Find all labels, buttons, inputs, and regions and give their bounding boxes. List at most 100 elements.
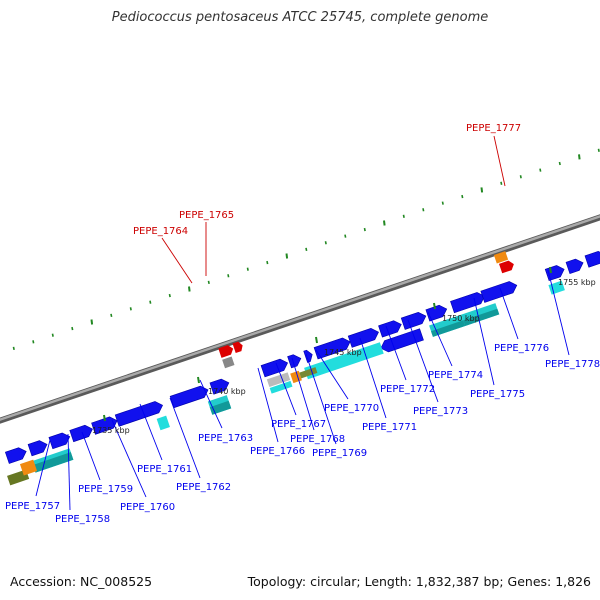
track-tick <box>597 148 600 152</box>
gene-leader-line <box>473 297 495 386</box>
gene-label[interactable]: PEPE_1770 <box>324 403 379 414</box>
gene-leader-line <box>199 379 223 429</box>
track-tick <box>344 234 347 238</box>
gene-box[interactable] <box>548 280 565 295</box>
track-tick <box>285 253 289 259</box>
gene-arrow[interactable] <box>69 423 95 443</box>
gene-leader-line <box>139 403 163 461</box>
gene-leader-line <box>111 419 147 498</box>
track-tick <box>227 274 230 278</box>
gene-leader-line <box>407 319 439 403</box>
gene-label[interactable]: PEPE_1769 <box>312 448 367 459</box>
track-tick <box>207 280 210 285</box>
gene-leader-line <box>359 337 387 419</box>
gene-box[interactable] <box>493 251 509 264</box>
gene-label[interactable]: PEPE_1773 <box>413 406 468 417</box>
gene-box[interactable] <box>463 308 500 326</box>
gene-label[interactable]: PEPE_1764 <box>133 226 188 237</box>
gene-label[interactable]: PEPE_1768 <box>290 434 345 445</box>
gene-arrow[interactable] <box>4 446 28 464</box>
rna-gene[interactable] <box>218 344 234 358</box>
gene-arrow[interactable] <box>480 280 519 303</box>
gene-label[interactable]: PEPE_1765 <box>179 210 234 221</box>
track-tick <box>363 227 366 232</box>
gene-box[interactable] <box>515 259 524 266</box>
rna-gene[interactable] <box>232 341 245 354</box>
scale-tick-mark <box>315 336 318 344</box>
gene-label[interactable]: PEPE_1763 <box>198 433 253 444</box>
gene-arrow[interactable] <box>114 400 164 427</box>
gene-arrow[interactable] <box>425 303 449 322</box>
gene-label[interactable]: PEPE_1762 <box>176 482 231 493</box>
gene-arrow[interactable] <box>347 326 380 348</box>
gene-leader-line <box>169 397 201 479</box>
gene-leader-line <box>499 287 519 340</box>
gene-arrow[interactable] <box>450 290 486 314</box>
rna-gene[interactable] <box>499 259 515 274</box>
gene-label[interactable]: PEPE_1759 <box>78 484 133 495</box>
gene-leader-line <box>291 357 315 431</box>
gene-leader-line <box>305 353 337 445</box>
gene-arrow[interactable] <box>27 439 49 457</box>
gene-label[interactable]: PEPE_1766 <box>250 446 305 457</box>
gene-label[interactable]: PEPE_1760 <box>120 502 175 513</box>
gene-arrow[interactable] <box>209 377 231 395</box>
gene-label[interactable]: PEPE_1758 <box>55 514 110 525</box>
scale-tick-mark <box>197 376 200 384</box>
gene-box[interactable] <box>299 367 318 379</box>
track-tick <box>12 346 15 351</box>
track-tick <box>51 333 54 337</box>
gene-box[interactable] <box>222 356 235 369</box>
track-tick <box>32 340 35 344</box>
track-tick <box>558 161 561 166</box>
gene-arrow[interactable] <box>378 319 404 338</box>
gene-arrow[interactable] <box>584 249 600 268</box>
scale-tick-mark <box>103 414 106 422</box>
track-tick <box>422 208 425 212</box>
scale-tick-label: 1750 kbp <box>442 314 480 323</box>
gene-box[interactable] <box>304 342 384 380</box>
gene-arrow[interactable] <box>303 349 314 363</box>
gene-box[interactable] <box>431 320 466 337</box>
gene-arrow[interactable] <box>565 257 585 274</box>
gene-label[interactable]: PEPE_1778 <box>545 359 600 370</box>
gene-label[interactable]: PEPE_1772 <box>380 384 435 395</box>
gene-box[interactable] <box>266 372 291 388</box>
gene-arrow[interactable] <box>400 310 428 330</box>
track-tick <box>168 293 171 298</box>
gene-label[interactable]: PEPE_1776 <box>494 343 549 354</box>
scale-tick-label: 1740 kbp <box>208 387 246 396</box>
gene-label[interactable]: PEPE_1774 <box>428 370 483 381</box>
gene-arrow[interactable] <box>287 353 303 369</box>
gene-arrow[interactable] <box>260 357 289 378</box>
gene-label[interactable]: PEPE_1767 <box>271 419 326 430</box>
gene-leader-line <box>81 431 101 481</box>
gene-leader-line <box>315 349 349 400</box>
gene-arrow[interactable] <box>313 336 352 360</box>
gene-leader-line <box>35 439 51 497</box>
scale-tick-label: 1735 kbp <box>92 426 130 435</box>
outer-tick-track <box>12 148 600 351</box>
gene-label[interactable]: PEPE_1761 <box>137 464 192 475</box>
gene-box[interactable] <box>269 380 293 394</box>
gene-box[interactable] <box>19 459 38 476</box>
gene-label[interactable]: PEPE_1757 <box>5 501 60 512</box>
track-tick <box>461 194 464 199</box>
genome-backbone <box>0 214 600 424</box>
track-tick <box>500 181 503 185</box>
track-tick <box>110 313 113 318</box>
map-title: Pediococcus pentosaceus ATCC 25745, comp… <box>111 10 489 25</box>
genome-summary-text: Topology: circular; Length: 1,832,387 bp… <box>247 574 591 589</box>
gene-label[interactable]: PEPE_1775 <box>470 389 525 400</box>
gene-label[interactable]: PEPE_1771 <box>362 422 417 433</box>
gene-leader-line <box>161 237 193 284</box>
gene-box[interactable] <box>156 415 170 431</box>
gene-box[interactable] <box>209 400 232 415</box>
track-tick <box>149 300 152 304</box>
gene-labels: PEPE_1757PEPE_1758PEPE_1759PEPE_1760PEPE… <box>5 123 600 525</box>
gene-arrow[interactable] <box>91 415 120 435</box>
gene-label[interactable]: PEPE_1777 <box>466 123 521 134</box>
gene-leader-line <box>275 362 297 416</box>
feature-track <box>4 249 600 486</box>
